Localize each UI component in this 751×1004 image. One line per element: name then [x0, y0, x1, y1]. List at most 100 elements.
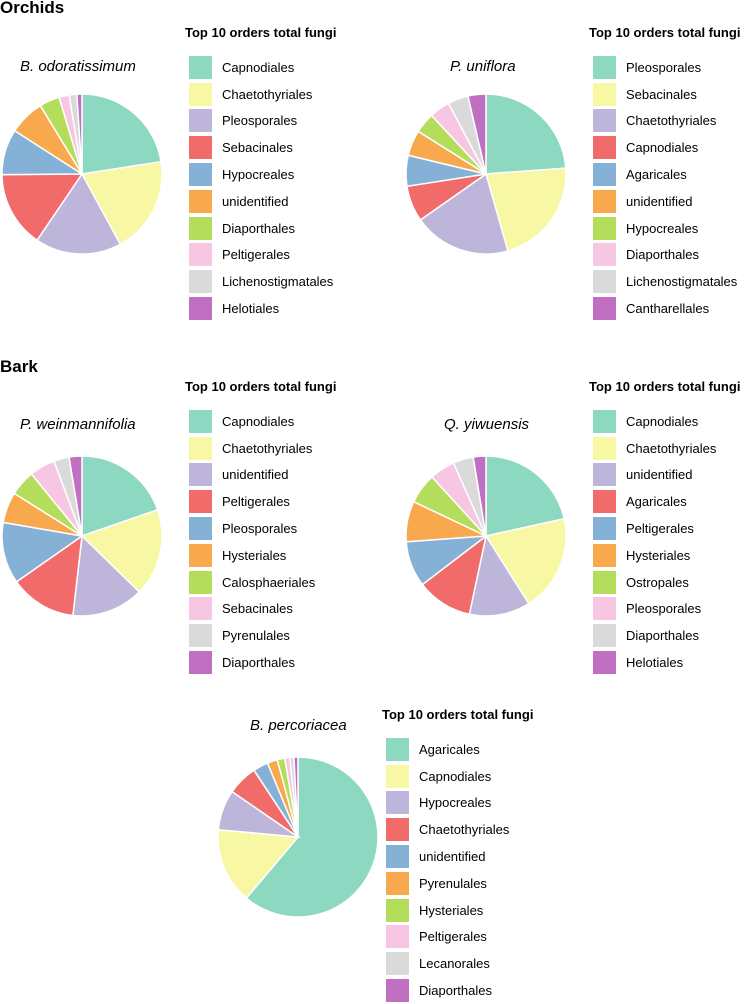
legend-item: Capnodiales [593, 134, 740, 161]
legend-swatch [593, 543, 616, 567]
legend-label: Pleosporales [222, 521, 298, 537]
legend-label: unidentified [222, 467, 289, 483]
chart-title: P. uniflora [450, 58, 516, 75]
legend-swatch [593, 597, 616, 621]
legend-swatch [386, 737, 409, 761]
legend-label: Pyrenulales [419, 875, 487, 891]
legend-label: Pleosporales [626, 601, 702, 617]
legend-swatch [593, 136, 616, 160]
legend-swatch [189, 163, 212, 187]
legend-label: Hypocreales [222, 167, 295, 183]
pie-slice-chaetothyriales [80, 160, 163, 246]
pie-slice-chaetothyriales [419, 172, 509, 255]
legend-label: Diaporthales [626, 628, 699, 644]
legend-title: Top 10 orders total fungi [589, 25, 741, 40]
pie-slice-agaricales [245, 756, 379, 918]
legend-label: Peltigerales [222, 247, 290, 263]
legend-label: Pleosporales [222, 113, 298, 129]
legend-label: Sebacinales [222, 601, 293, 617]
legend-swatch [593, 55, 616, 79]
legend-label: Peltigerales [626, 521, 694, 537]
legend-item: Helotiales [189, 295, 336, 322]
legend-label: Pleosporales [626, 59, 702, 75]
legend-item: Pleosporales [189, 515, 336, 542]
legend-label: Chaetothyriales [419, 822, 510, 838]
chart-title: B. percoriacea [250, 717, 347, 734]
chart-title: Q. yiwuensis [444, 416, 530, 433]
legend-label: Cantharellales [626, 301, 710, 317]
legend-item: Peltigerales [189, 488, 336, 515]
legend-item: Chaetothyriales [386, 816, 533, 843]
legend-item: Helotiales [593, 649, 740, 676]
legend-swatch [189, 55, 212, 79]
legend-label: Chaetothyriales [222, 86, 313, 102]
legend-label: Hysteriales [419, 902, 484, 918]
legend-item: unidentified [593, 188, 740, 215]
legend-label: Diaporthales [419, 983, 492, 999]
legend: Top 10 orders total fungi Capnodiales Cha… [589, 378, 740, 676]
section-title-bark: Bark [0, 357, 38, 376]
legend-item: Diaporthales [189, 215, 336, 242]
pie-slice-capnodiales [485, 455, 566, 537]
legend-swatch [386, 871, 409, 895]
legend-swatch [593, 189, 616, 213]
section-title-orchids: Orchids [0, 0, 65, 17]
legend-item: unidentified [189, 462, 336, 489]
legend-swatch [386, 764, 409, 788]
legend-item: unidentified [593, 462, 740, 489]
legend-label: Lecanorales [419, 956, 490, 972]
pie-slice-helotiales [472, 455, 487, 537]
legend-item: Agaricales [386, 736, 533, 763]
legend-label: unidentified [626, 193, 693, 209]
legend-item: Hysteriales [189, 542, 336, 569]
legend: Top 10 orders total fungi Capnodiales Cha… [185, 378, 336, 676]
legend-label: unidentified [626, 467, 693, 483]
legend-swatch [386, 818, 409, 842]
legend-item: Lichenostigmatales [189, 268, 336, 295]
legend-swatch [189, 463, 212, 487]
legend-label: Hypocreales [626, 220, 699, 236]
legend-item: Lichenostigmatales [593, 268, 740, 295]
legend-label: Capnodiales [626, 140, 699, 156]
legend: Top 10 orders total fungi Pleosporales Se… [589, 24, 740, 322]
pie-slice-diaporthales [293, 756, 299, 838]
pie-chart [217, 756, 379, 918]
legend-label: Agaricales [626, 494, 687, 510]
legend-item: Hypocreales [386, 790, 533, 817]
legend-item: Cantharellales [593, 295, 740, 322]
legend-item: Pyrenulales [386, 870, 533, 897]
legend-label: Diaporthales [626, 247, 699, 263]
legend-item: Pleosporales [593, 54, 740, 81]
legend-swatch [593, 82, 616, 106]
legend-item: Ostropales [593, 569, 740, 596]
pie-slice-pleosporales [36, 172, 122, 255]
legend-label: Agaricales [626, 167, 687, 183]
legend-label: unidentified [222, 193, 289, 209]
legend-item: Hypocreales [593, 215, 740, 242]
legend-swatch [189, 189, 212, 213]
legend-swatch [189, 297, 212, 321]
pie-slice-sebacinales [485, 167, 567, 252]
legend-swatch [386, 979, 409, 1003]
legend-label: Hysteriales [222, 547, 287, 563]
legend-swatch [189, 216, 212, 240]
legend-swatch [386, 845, 409, 869]
legend-item: Peltigerales [386, 924, 533, 951]
legend-item: Lecanorales [386, 950, 533, 977]
pie-slice-diaporthales [68, 455, 83, 537]
legend-swatch [189, 597, 212, 621]
legend-item: Pleosporales [593, 596, 740, 623]
legend-label: unidentified [419, 849, 486, 865]
legend-swatch [593, 651, 616, 675]
legend-swatch [189, 82, 212, 106]
legend-swatch [189, 490, 212, 514]
legend: Top 10 orders total fungi Agaricales Capn… [382, 706, 533, 1004]
legend-label: Ostropales [626, 574, 689, 590]
legend-item: Sebacinales [189, 134, 336, 161]
legend-swatch [593, 517, 616, 541]
legend-item: Chaetothyriales [189, 81, 336, 108]
legend-swatch [189, 270, 212, 294]
chart-title: P. weinmannifolia [20, 416, 136, 433]
legend-swatch [593, 109, 616, 133]
legend-label: Agaricales [419, 741, 480, 757]
